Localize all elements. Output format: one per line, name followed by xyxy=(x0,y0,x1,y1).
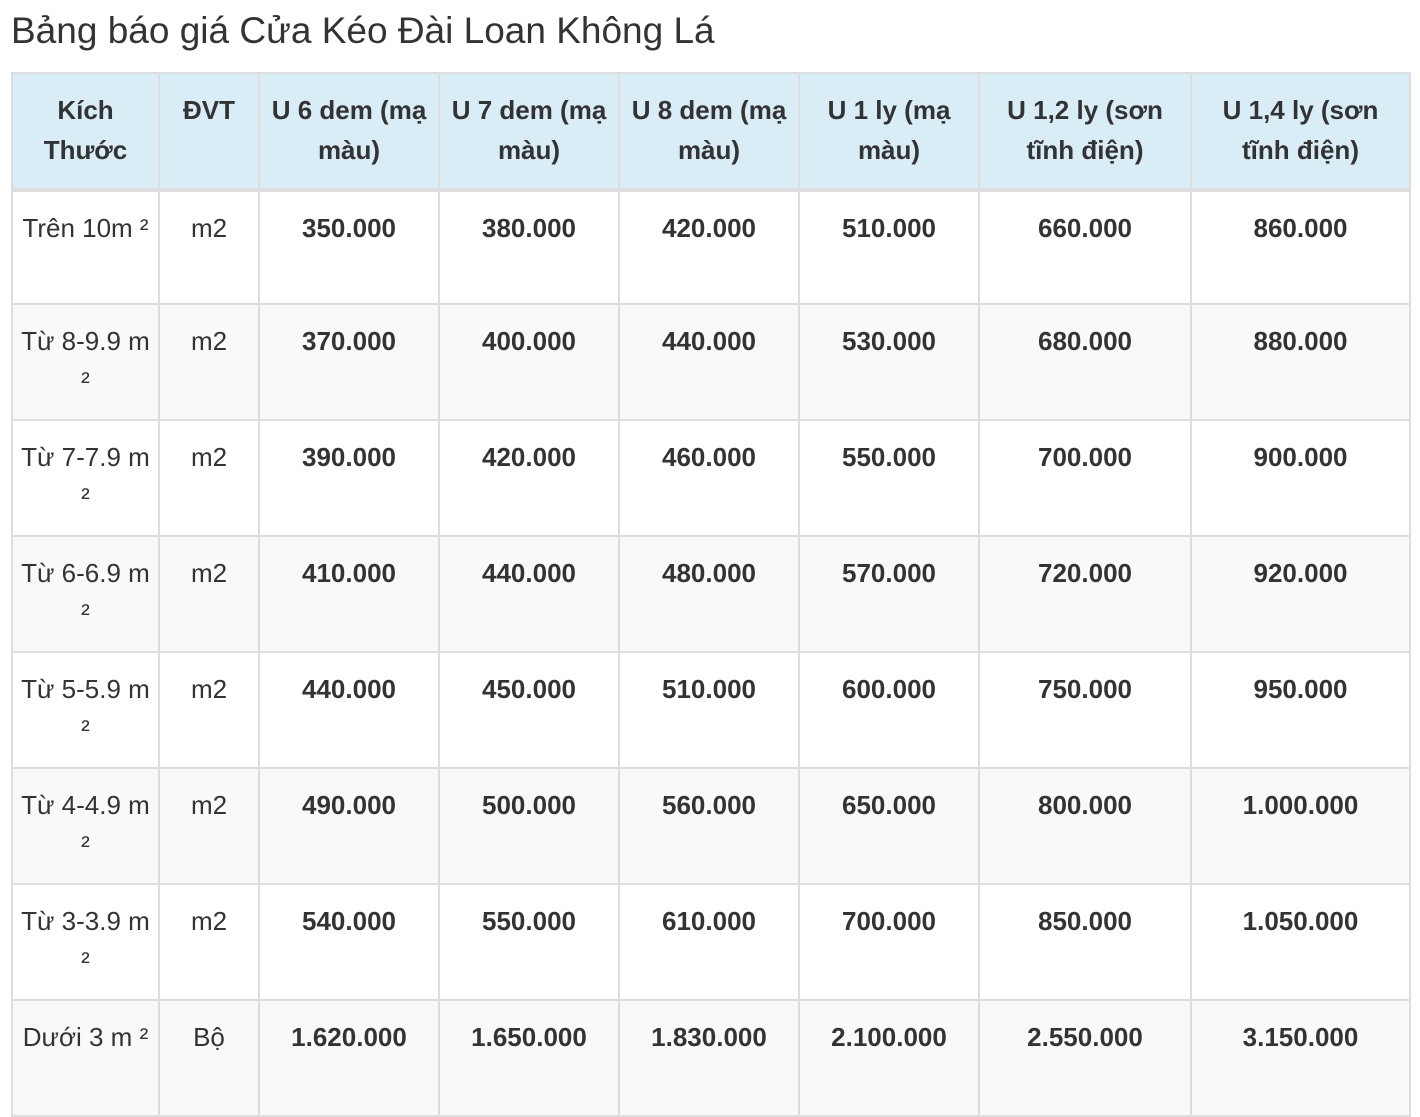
price-cell: 540.000 xyxy=(258,883,440,1001)
table-row: Từ 8-9.9 m ² m2 370.000 400.000 440.000 … xyxy=(11,303,1411,421)
price-cell: 920.000 xyxy=(1190,535,1411,653)
size-cell: Từ 3-3.9 m ² xyxy=(11,883,160,1001)
price-cell: 720.000 xyxy=(978,535,1192,653)
table-row: Từ 4-4.9 m ² m2 490.000 500.000 560.000 … xyxy=(11,767,1411,885)
table-row: Từ 6-6.9 m ² m2 410.000 440.000 480.000 … xyxy=(11,535,1411,653)
price-cell: 530.000 xyxy=(798,303,980,421)
price-cell: 550.000 xyxy=(438,883,620,1001)
size-cell: Dưới 3 m ² xyxy=(11,999,160,1117)
size-cell: Từ 5-5.9 m ² xyxy=(11,651,160,769)
price-cell: 510.000 xyxy=(798,189,980,305)
unit-cell: m2 xyxy=(158,651,260,769)
price-cell: 410.000 xyxy=(258,535,440,653)
price-cell: 570.000 xyxy=(798,535,980,653)
price-cell: 2.100.000 xyxy=(798,999,980,1117)
price-cell: 700.000 xyxy=(798,883,980,1001)
price-cell: 700.000 xyxy=(978,419,1192,537)
price-table: Kích Thước ĐVT U 6 dem (mạ màu) U 7 dem … xyxy=(11,72,1411,1117)
price-cell: 560.000 xyxy=(618,767,800,885)
price-cell: 440.000 xyxy=(438,535,620,653)
price-cell: 600.000 xyxy=(798,651,980,769)
price-cell: 350.000 xyxy=(258,189,440,305)
price-cell: 460.000 xyxy=(618,419,800,537)
price-cell: 680.000 xyxy=(978,303,1192,421)
unit-cell: m2 xyxy=(158,883,260,1001)
price-cell: 370.000 xyxy=(258,303,440,421)
price-cell: 510.000 xyxy=(618,651,800,769)
table-row: Dưới 3 m ² Bộ 1.620.000 1.650.000 1.830.… xyxy=(11,999,1411,1117)
price-cell: 860.000 xyxy=(1190,189,1411,305)
price-cell: 900.000 xyxy=(1190,419,1411,537)
unit-cell: m2 xyxy=(158,189,260,305)
table-row: Từ 3-3.9 m ² m2 540.000 550.000 610.000 … xyxy=(11,883,1411,1001)
column-header-u12: U 1,2 ly (sơn tĩnh điện) xyxy=(978,72,1192,192)
size-cell: Từ 7-7.9 m ² xyxy=(11,419,160,537)
table-row: Trên 10m ² m2 350.000 380.000 420.000 51… xyxy=(11,189,1411,305)
price-cell: 420.000 xyxy=(618,189,800,305)
price-cell: 2.550.000 xyxy=(978,999,1192,1117)
size-cell: Từ 8-9.9 m ² xyxy=(11,303,160,421)
price-cell: 400.000 xyxy=(438,303,620,421)
price-cell: 390.000 xyxy=(258,419,440,537)
price-cell: 1.000.000 xyxy=(1190,767,1411,885)
price-cell: 480.000 xyxy=(618,535,800,653)
price-cell: 660.000 xyxy=(978,189,1192,305)
unit-cell: m2 xyxy=(158,419,260,537)
column-header-u1: U 1 ly (mạ màu) xyxy=(798,72,980,192)
price-cell: 1.620.000 xyxy=(258,999,440,1117)
page-title: Bảng báo giá Cửa Kéo Đài Loan Không Lá xyxy=(11,10,715,51)
unit-cell: m2 xyxy=(158,535,260,653)
unit-cell: m2 xyxy=(158,303,260,421)
price-cell: 450.000 xyxy=(438,651,620,769)
column-header-u6: U 6 dem (mạ màu) xyxy=(258,72,440,192)
price-cell: 550.000 xyxy=(798,419,980,537)
price-cell: 1.650.000 xyxy=(438,999,620,1117)
price-cell: 440.000 xyxy=(258,651,440,769)
price-cell: 3.150.000 xyxy=(1190,999,1411,1117)
column-header-u7: U 7 dem (mạ màu) xyxy=(438,72,620,192)
price-cell: 420.000 xyxy=(438,419,620,537)
size-cell: Trên 10m ² xyxy=(11,189,160,305)
price-cell: 750.000 xyxy=(978,651,1192,769)
price-cell: 850.000 xyxy=(978,883,1192,1001)
header-row: Kích Thước ĐVT U 6 dem (mạ màu) U 7 dem … xyxy=(11,72,1411,192)
table-row: Từ 7-7.9 m ² m2 390.000 420.000 460.000 … xyxy=(11,419,1411,537)
table-row: Từ 5-5.9 m ² m2 440.000 450.000 510.000 … xyxy=(11,651,1411,769)
price-cell: 880.000 xyxy=(1190,303,1411,421)
price-cell: 610.000 xyxy=(618,883,800,1001)
size-cell: Từ 6-6.9 m ² xyxy=(11,535,160,653)
price-cell: 380.000 xyxy=(438,189,620,305)
column-header-u8: U 8 dem (mạ màu) xyxy=(618,72,800,192)
column-header-u14: U 1,4 ly (sơn tĩnh điện) xyxy=(1190,72,1411,192)
price-cell: 1.830.000 xyxy=(618,999,800,1117)
price-cell: 950.000 xyxy=(1190,651,1411,769)
price-cell: 1.050.000 xyxy=(1190,883,1411,1001)
unit-cell: Bộ xyxy=(158,999,260,1117)
price-cell: 800.000 xyxy=(978,767,1192,885)
price-cell: 490.000 xyxy=(258,767,440,885)
price-cell: 440.000 xyxy=(618,303,800,421)
price-cell: 650.000 xyxy=(798,767,980,885)
unit-cell: m2 xyxy=(158,767,260,885)
price-cell: 500.000 xyxy=(438,767,620,885)
size-cell: Từ 4-4.9 m ² xyxy=(11,767,160,885)
column-header-unit: ĐVT xyxy=(158,72,260,192)
column-header-size: Kích Thước xyxy=(11,72,160,192)
